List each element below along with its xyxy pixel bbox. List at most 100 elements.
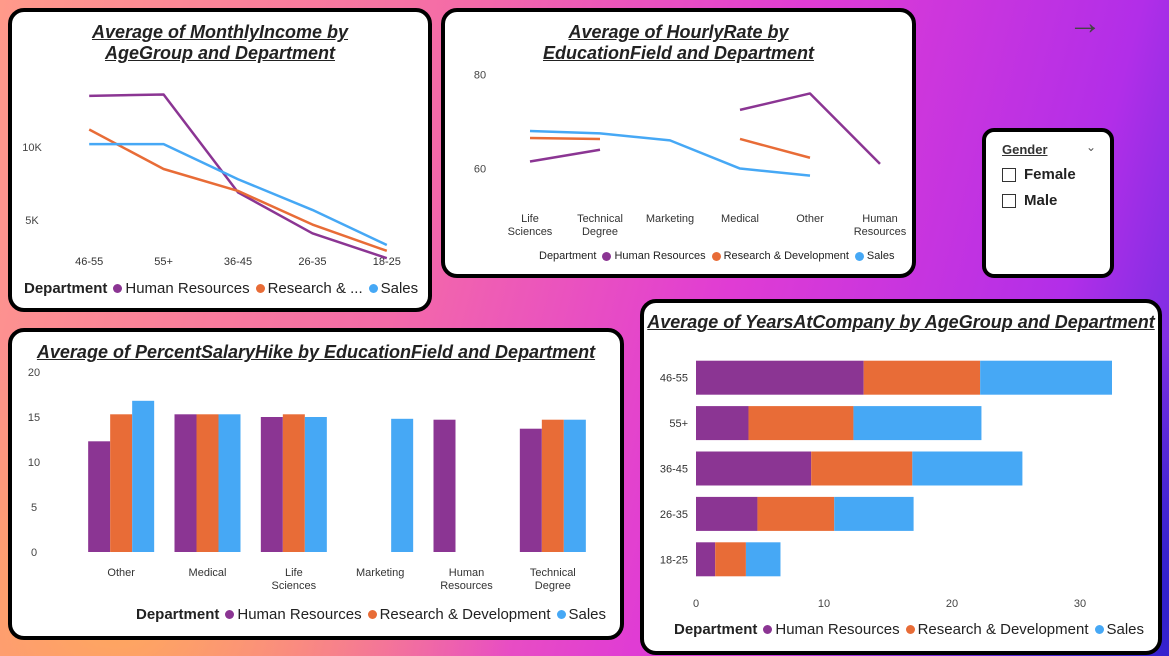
legend-item-rd[interactable]: Research & Development: [712, 250, 849, 262]
x-tick-label-human-resources: Human Resources: [440, 567, 493, 592]
y-tick-label: 5K: [25, 215, 39, 227]
y-tick-label: 10K: [22, 142, 42, 154]
years-at-company-panel[interactable]: Average of YearsAtCompany by AgeGroup an…: [640, 299, 1162, 655]
legend-item-sales[interactable]: Sales: [855, 250, 895, 262]
legend-item-hr[interactable]: Human Resources: [602, 250, 705, 262]
monthly-income-chart[interactable]: 5K 10K 46-55 55+ 36-45 26-35 18-25: [12, 64, 428, 294]
x-tick-label-medical: Medical: [189, 567, 227, 579]
salary-hike-title: Average of PercentSalaryHike by Educatio…: [12, 342, 620, 363]
legend-dot-icon: [369, 284, 378, 293]
x-tick-label-marketing: Marketing: [356, 567, 404, 579]
bar-sales-36-45: [912, 452, 1022, 486]
legend-dot-icon: [602, 252, 611, 261]
bar-rd-55-: [748, 406, 853, 440]
bar-rd-other: [110, 414, 132, 552]
years-at-company-legend[interactable]: Department Human Resources Research & De…: [674, 621, 1150, 638]
y-tick-label: 80: [474, 70, 486, 82]
bar-rd-technical-degree: [542, 420, 564, 552]
legend-item-hr[interactable]: Human Resources: [225, 606, 361, 623]
legend-dot-icon: [368, 610, 377, 619]
line-series-rd: [740, 139, 810, 158]
bar-rd-medical: [197, 414, 219, 552]
line-series-sales: [89, 144, 387, 245]
slicer-title: Gender: [1002, 142, 1048, 157]
years-at-company-chart-wrap: 46-55 55+ 36-45 26-35 18-25 0 10 20 30: [644, 347, 1158, 617]
bar-hr-life-sciences: [261, 417, 283, 552]
bar-hr-55-: [696, 406, 748, 440]
x-tick-label: 10: [818, 598, 830, 610]
legend-item-sales[interactable]: Sales: [557, 606, 607, 623]
legend-item-rd[interactable]: Research & ...: [256, 280, 363, 297]
arrow-right-icon[interactable]: →: [1068, 6, 1102, 40]
legend-item-sales[interactable]: Sales: [1095, 621, 1145, 638]
bar-rd-life-sciences: [283, 414, 305, 552]
monthly-income-legend[interactable]: Department Human Resources Research & ..…: [24, 280, 424, 297]
monthly-income-panel[interactable]: Average of MonthlyIncome by AgeGroup and…: [8, 8, 432, 312]
x-tick-label-marketing: Marketing: [646, 213, 694, 225]
y-tick-label: 60: [474, 164, 486, 176]
x-tick-label: 30: [1074, 598, 1086, 610]
bar-hr-human-resources: [434, 420, 456, 552]
x-tick-label-46-55: 46-55: [75, 256, 103, 268]
chevron-down-icon[interactable]: ⌄: [1086, 140, 1096, 154]
years-at-company-title: Average of YearsAtCompany by AgeGroup an…: [644, 312, 1158, 333]
line-series-hr: [89, 94, 387, 258]
x-tick-label: 0: [693, 598, 699, 610]
legend-dot-icon: [225, 610, 234, 619]
bar-rd-18-25: [715, 542, 746, 576]
hourly-rate-legend[interactable]: Department Human Resources Research & De…: [539, 250, 900, 262]
x-tick-label: 20: [946, 598, 958, 610]
y-tick-label: 20: [28, 367, 40, 379]
bar-sales-other: [132, 401, 154, 552]
bar-sales-life-sciences: [305, 417, 327, 552]
x-tick-label-other: Other: [107, 567, 135, 579]
legend-title: Department: [539, 250, 596, 262]
bar-sales-55-: [853, 406, 981, 440]
bar-sales-26-35: [834, 497, 913, 531]
y-tick-label: 10: [28, 457, 40, 469]
line-series-rd: [89, 130, 387, 251]
x-tick-label-medical: Medical: [721, 213, 759, 225]
line-series-rd: [530, 138, 600, 139]
legend-dot-icon: [113, 284, 122, 293]
bar-sales-46-55: [980, 361, 1112, 395]
line-series-hr: [740, 93, 880, 163]
slicer-option-female[interactable]: Female: [1002, 166, 1076, 183]
legend-item-rd[interactable]: Research & Development: [368, 606, 551, 623]
bar-sales-medical: [219, 414, 241, 552]
hourly-rate-chart[interactable]: 60 80 Life Sciences Technical Degree Marketing…: [445, 62, 912, 252]
y-tick-label-18-25: 18-25: [660, 554, 688, 566]
bar-hr-18-25: [696, 542, 715, 576]
x-tick-label-human-resources: Human Resources: [854, 213, 907, 238]
y-tick-label-46-55: 46-55: [660, 373, 688, 385]
legend-title: Department: [674, 621, 757, 638]
bar-rd-26-35: [757, 497, 834, 531]
checkbox[interactable]: [1002, 194, 1016, 208]
salary-hike-panel[interactable]: Average of PercentSalaryHike by Educatio…: [8, 328, 624, 640]
legend-item-rd[interactable]: Research & Development: [906, 621, 1089, 638]
line-series-hr: [530, 150, 600, 162]
hourly-rate-title: Average of HourlyRate by EducationField …: [445, 22, 912, 64]
legend-dot-icon: [256, 284, 265, 293]
x-tick-label-26-35: 26-35: [298, 256, 326, 268]
legend-dot-icon: [712, 252, 721, 261]
bar-sales-18-25: [746, 542, 781, 576]
checkbox[interactable]: [1002, 168, 1016, 182]
legend-title: Department: [136, 606, 219, 623]
years-at-company-chart[interactable]: 46-55 55+ 36-45 26-35 18-25 0 10 20 30: [644, 347, 1158, 617]
y-tick-label-36-45: 36-45: [660, 464, 688, 476]
bar-hr-medical: [175, 414, 197, 552]
legend-item-hr[interactable]: Human Resources: [113, 280, 249, 297]
salary-hike-chart[interactable]: 0 5 10 15 20 Other Medical Life Sciences Marketin…: [12, 366, 620, 602]
legend-item-hr[interactable]: Human Resources: [763, 621, 899, 638]
bar-sales-technical-degree: [564, 420, 586, 552]
salary-hike-legend[interactable]: Department Human Resources Research & De…: [136, 606, 612, 623]
legend-item-sales[interactable]: Sales: [369, 280, 419, 297]
legend-dot-icon: [1095, 625, 1104, 634]
hourly-rate-panel[interactable]: Average of HourlyRate by EducationField …: [441, 8, 916, 278]
bar-sales-marketing: [391, 419, 413, 552]
y-tick-label-55-: 55+: [669, 418, 688, 430]
gender-slicer[interactable]: Gender ⌄ Female Male: [982, 128, 1114, 278]
slicer-option-male[interactable]: Male: [1002, 192, 1057, 209]
monthly-income-title: Average of MonthlyIncome by AgeGroup and…: [12, 22, 428, 64]
